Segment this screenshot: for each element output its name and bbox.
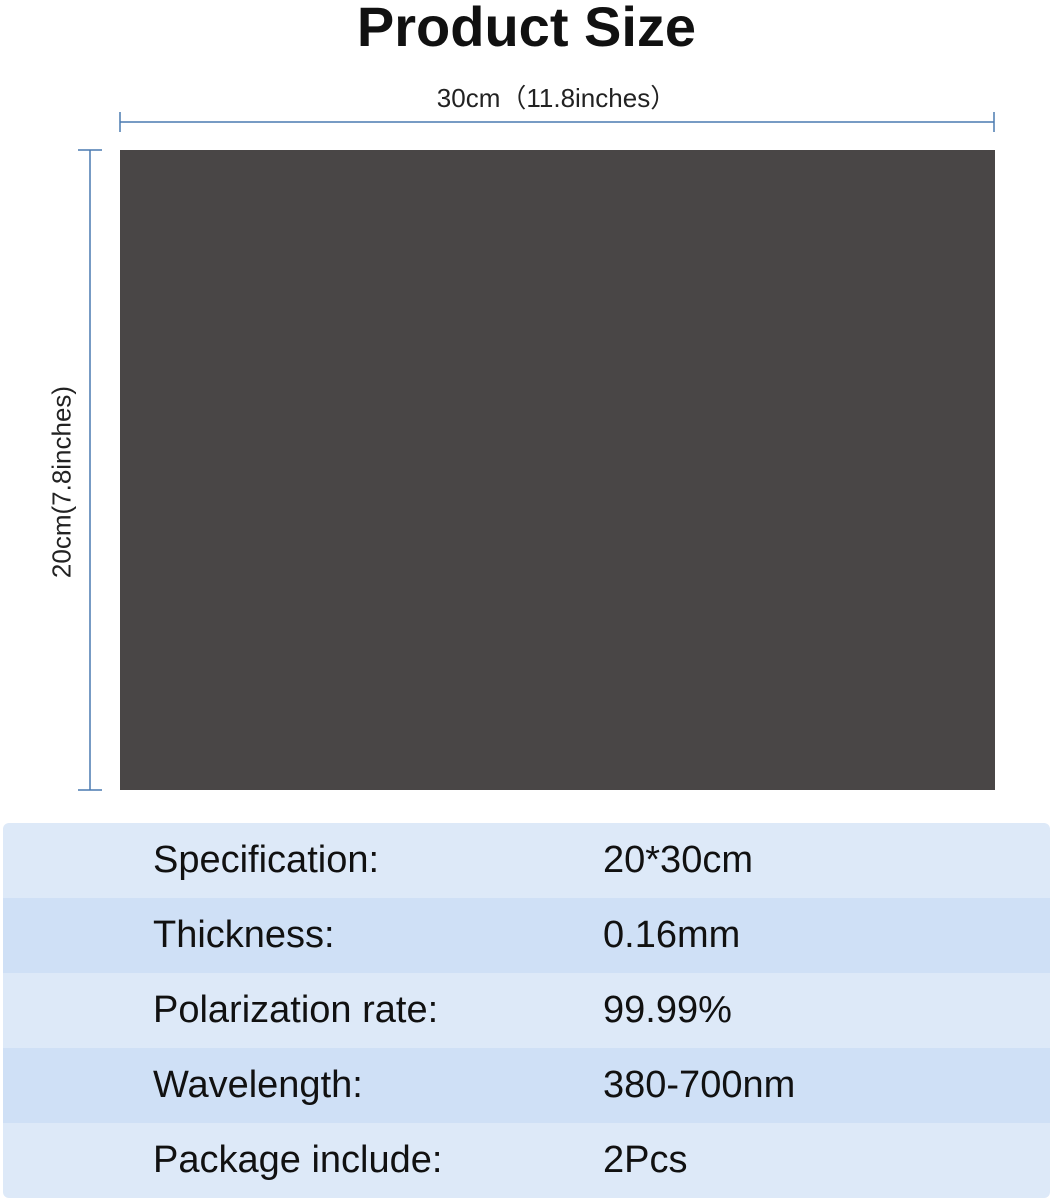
height-label: 20cm(7.8inches) — [46, 385, 77, 579]
spec-row: Polarization rate: 99.99% — [3, 973, 1050, 1048]
product-panel — [120, 150, 995, 790]
spec-key: Thickness: — [153, 914, 335, 956]
spec-key: Package include: — [153, 1139, 443, 1181]
spec-row: Wavelength: 380-700nm — [3, 1048, 1050, 1123]
width-label: 30cm（11.8inches） — [436, 83, 677, 113]
spec-value: 20*30cm — [603, 839, 753, 881]
spec-value: 2Pcs — [603, 1139, 688, 1181]
spec-value: 99.99% — [603, 989, 732, 1031]
spec-row: Thickness: 0.16mm — [3, 898, 1050, 973]
spec-key: Polarization rate: — [153, 989, 439, 1031]
spec-key: Wavelength: — [153, 1064, 363, 1106]
title: Product Size — [356, 0, 697, 58]
spec-key: Specification: — [153, 839, 380, 881]
spec-row: Package include: 2Pcs — [3, 1123, 1050, 1198]
spec-row: Specification: 20*30cm — [3, 823, 1050, 898]
dimension-lines — [78, 112, 995, 791]
spec-value: 0.16mm — [603, 914, 741, 956]
spec-table: Specification: 20*30cm Thickness: 0.16mm Pol… — [3, 823, 1050, 1198]
spec-value: 380-700nm — [603, 1064, 796, 1106]
